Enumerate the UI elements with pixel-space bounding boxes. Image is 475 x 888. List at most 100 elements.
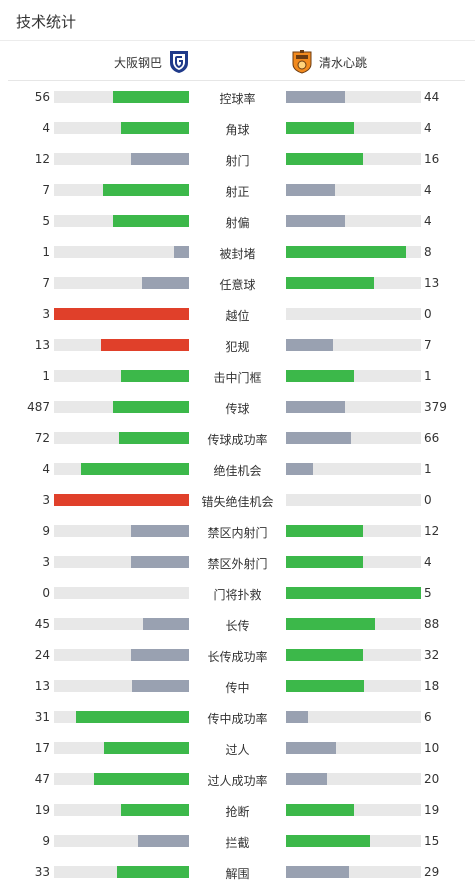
home-stat-value: 56 <box>34 90 50 104</box>
stat-label: 击中门框 <box>213 371 262 385</box>
home-stat-bar <box>94 773 189 785</box>
home-stat-bar-track <box>54 835 189 847</box>
stat-row: 7 任意球 13 <box>0 267 475 298</box>
home-stat-value: 45 <box>34 617 50 631</box>
home-stat-value: 47 <box>34 772 50 786</box>
stat-label: 射正 <box>225 185 250 199</box>
away-stat-bar <box>286 804 354 816</box>
away-stat-value: 29 <box>424 865 440 879</box>
stat-label: 禁区外射门 <box>207 557 268 571</box>
away-stat-bar-track <box>286 432 421 444</box>
home-stat-value: 13 <box>34 679 50 693</box>
away-stat-value: 16 <box>424 152 440 166</box>
stat-row: 56 控球率 44 <box>0 81 475 112</box>
home-stat-bar <box>121 370 189 382</box>
home-stat-bar <box>103 184 189 196</box>
away-stat-bar <box>286 773 327 785</box>
home-stat-value: 3 <box>42 307 50 321</box>
home-stat-bar-track <box>54 525 189 537</box>
away-stat-bar-track <box>286 215 421 227</box>
stat-label: 犯规 <box>225 340 250 354</box>
teams-bar: 大阪钢巴 清水心跳 <box>8 41 465 81</box>
home-stat-bar-track <box>54 742 189 754</box>
away-stat-value: 0 <box>424 493 432 507</box>
away-stat-bar-track <box>286 618 421 630</box>
away-stat-bar-track <box>286 184 421 196</box>
home-stat-value: 3 <box>42 555 50 569</box>
away-stat-bar-track <box>286 773 421 785</box>
away-stat-bar <box>286 215 345 227</box>
home-stat-value: 1 <box>42 245 50 259</box>
home-stat-bar <box>104 742 189 754</box>
home-stat-bar-track <box>54 91 189 103</box>
away-stat-bar <box>286 649 363 661</box>
home-stat-bar <box>143 618 189 630</box>
home-stat-value: 17 <box>34 741 50 755</box>
home-stat-bar-track <box>54 773 189 785</box>
home-stat-value: 24 <box>34 648 50 662</box>
away-stat-bar <box>286 618 375 630</box>
home-stat-bar <box>76 711 189 723</box>
away-stat-value: 32 <box>424 648 440 662</box>
stat-label: 长传成功率 <box>207 650 268 664</box>
home-stat-value: 7 <box>42 276 50 290</box>
away-stat-value: 1 <box>424 462 432 476</box>
stat-row: 4 绝佳机会 1 <box>0 453 475 484</box>
away-stat-bar-track <box>286 370 421 382</box>
home-stat-bar-track <box>54 804 189 816</box>
stat-label: 门将扑救 <box>213 588 262 602</box>
stat-row: 0 门将扑救 5 <box>0 577 475 608</box>
home-stat-value: 5 <box>42 214 50 228</box>
stat-row: 17 过人 10 <box>0 732 475 763</box>
stat-label: 过人成功率 <box>207 774 268 788</box>
stat-row: 13 犯规 7 <box>0 329 475 360</box>
stat-row: 31 传中成功率 6 <box>0 701 475 732</box>
stat-label: 过人 <box>225 743 250 757</box>
stat-row: 7 射正 4 <box>0 174 475 205</box>
away-stat-bar <box>286 153 363 165</box>
away-stat-bar <box>286 339 333 351</box>
stat-row: 487 传球 379 <box>0 391 475 422</box>
home-stat-value: 0 <box>42 586 50 600</box>
away-stat-bar <box>286 742 336 754</box>
away-stat-bar-track <box>286 246 421 258</box>
stat-row: 3 越位 0 <box>0 298 475 329</box>
away-team-name: 清水心跳 <box>319 55 368 70</box>
stat-row: 45 长传 88 <box>0 608 475 639</box>
shimizu-s-pulse-logo-icon <box>291 50 313 74</box>
away-stat-value: 19 <box>424 803 440 817</box>
away-stat-bar-track <box>286 339 421 351</box>
away-stat-value: 12 <box>424 524 440 538</box>
away-stat-bar-track <box>286 587 421 599</box>
away-stat-bar-track <box>286 277 421 289</box>
home-stat-bar <box>138 835 189 847</box>
home-stat-bar-track <box>54 339 189 351</box>
stats-header: 技术统计 <box>0 0 475 41</box>
away-stat-value: 20 <box>424 772 440 786</box>
home-stat-value: 9 <box>42 524 50 538</box>
stat-label: 错失绝佳机会 <box>201 495 274 509</box>
stat-row: 13 传中 18 <box>0 670 475 701</box>
home-stat-value: 13 <box>34 338 50 352</box>
home-stat-bar <box>119 432 189 444</box>
away-stat-bar-track <box>286 804 421 816</box>
away-stat-value: 7 <box>424 338 432 352</box>
stat-row: 9 拦截 15 <box>0 825 475 856</box>
home-stat-bar-track <box>54 370 189 382</box>
home-stat-bar <box>131 153 189 165</box>
away-stat-bar-track <box>286 711 421 723</box>
home-stat-bar <box>121 804 189 816</box>
stat-label: 拦截 <box>225 836 250 850</box>
stat-label: 抢断 <box>225 805 250 819</box>
home-stat-bar <box>113 91 189 103</box>
away-stat-bar <box>286 680 364 692</box>
stat-label: 任意球 <box>219 278 256 292</box>
home-stat-bar-track <box>54 277 189 289</box>
home-stat-bar-track <box>54 153 189 165</box>
away-stat-value: 0 <box>424 307 432 321</box>
home-stat-bar-track <box>54 463 189 475</box>
away-stat-bar <box>286 401 345 413</box>
away-stat-value: 13 <box>424 276 440 290</box>
away-stat-value: 6 <box>424 710 432 724</box>
stat-label: 解围 <box>225 867 250 881</box>
